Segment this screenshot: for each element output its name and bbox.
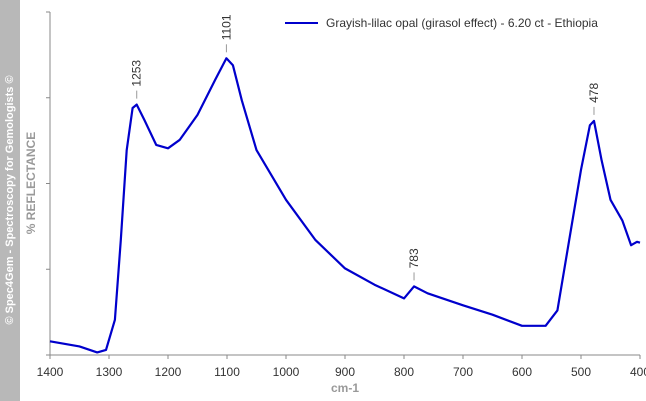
x-tick-label: 1400	[37, 365, 64, 379]
x-tick-label: 800	[394, 365, 414, 379]
y-axis-label: % REFLECTANCE	[24, 132, 38, 234]
x-tick-label: 700	[453, 365, 473, 379]
watermark: © Spec4Gem - Spectroscopy for Gemologist…	[4, 75, 16, 324]
x-tick-label: 500	[571, 365, 591, 379]
peak-label: 1253	[130, 60, 144, 87]
legend-label: Grayish-lilac opal (girasol effect) - 6.…	[326, 16, 598, 30]
x-tick-label: 1200	[155, 365, 182, 379]
peak-label: 1101	[219, 14, 233, 40]
x-tick-label: 1300	[96, 365, 123, 379]
x-tick-label: 1000	[273, 365, 300, 379]
peak-label: 783	[407, 248, 421, 268]
x-tick-label: 600	[512, 365, 532, 379]
watermark-band	[0, 0, 20, 401]
spectrum-line	[49, 57, 641, 354]
x-tick-label: 900	[335, 365, 355, 379]
x-tick-label: 400	[630, 365, 646, 379]
peak-label: 478	[587, 83, 601, 103]
x-axis-label: cm-1	[331, 381, 359, 395]
x-tick-label: 1100	[214, 365, 240, 379]
